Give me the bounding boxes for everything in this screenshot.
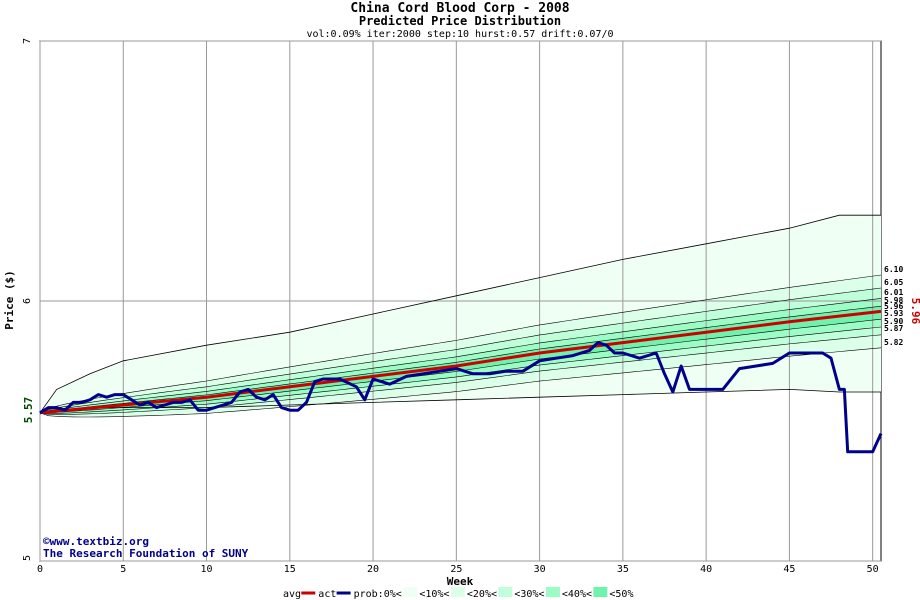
x-tick-label-10: 10: [201, 564, 213, 575]
legend-prob-label: prob:0%<: [354, 589, 402, 600]
percentile-line-7: [39, 347, 882, 418]
percentile-line-6: [39, 334, 882, 415]
x-tick-label-15: 15: [284, 564, 296, 575]
watermark-org: The Research Foundation of SUNY: [43, 547, 249, 560]
percentile-label-5.87: 5.87: [884, 324, 903, 333]
x-tick-label-0: 0: [37, 564, 43, 575]
legend-band-label-3: <40%<: [562, 589, 592, 600]
legend-band-label-2: <30%<: [514, 589, 544, 600]
x-tick-label-40: 40: [700, 564, 712, 575]
percentile-label-6.01: 6.01: [884, 288, 903, 297]
percentile-label-5.82: 5.82: [884, 338, 903, 347]
legend-band-swatch-1: [450, 587, 465, 597]
band-30: [40, 298, 881, 414]
percentile-label-5.90: 5.90: [884, 317, 903, 326]
chart-parameters: vol:0.09% iter:2000 step:10 hurst:0.57 d…: [306, 29, 613, 40]
end-average-label: 5.96: [909, 298, 920, 325]
watermark-url: ©www.textbiz.org: [43, 535, 149, 548]
y-tick-label-7: 7: [22, 38, 33, 44]
x-tick-label-5: 5: [120, 564, 126, 575]
y-tick-label-6: 6: [22, 298, 33, 304]
legend-band-label-1: <20%<: [467, 589, 497, 600]
band-20: [40, 288, 881, 415]
percentile-label-5.96: 5.96: [884, 302, 903, 311]
legend-band-label-0: <10%<: [419, 589, 449, 600]
x-tick-label-50: 50: [867, 564, 879, 575]
x-tick-label-25: 25: [450, 564, 462, 575]
x-tick-label-35: 35: [617, 564, 629, 575]
plot-area: 0 5 10 15 20 25 30 35 40 45 505676.106.056.015.985…: [22, 38, 903, 575]
percentile-line-5: [39, 326, 882, 414]
percentile-line-3: [39, 305, 882, 414]
percentile-label-6.05: 6.05: [884, 278, 903, 287]
legend-band-swatch-4: [593, 587, 608, 597]
legend-band-swatch-0: [403, 587, 418, 597]
x-tick-label-30: 30: [534, 564, 546, 575]
x-axis-label: Week: [447, 575, 474, 588]
y-axis-label: Price ($): [3, 270, 16, 330]
legend-band-swatch-3: [545, 587, 560, 597]
percentile-line-1: [39, 287, 882, 414]
band-40: [40, 306, 881, 413]
percentile-label-5.93: 5.93: [884, 309, 903, 318]
percentile-line-2: [39, 298, 882, 414]
x-tick-label-20: 20: [367, 564, 379, 575]
legend-band-swatch-2: [498, 587, 513, 597]
legend: avg act prob:0%< <10%< <20%< <30%< <40%< <50%: [283, 587, 633, 600]
series-avg-line: [39, 309, 882, 415]
x-tick-label-45: 45: [783, 564, 795, 575]
legend-avg-label: avg: [283, 589, 301, 600]
chart-title: China Cord Blood Corp - 2008: [350, 1, 569, 16]
percentile-label-6.10: 6.10: [884, 265, 903, 274]
legend-band-label-4: <50%: [609, 589, 633, 600]
chart-subtitle: Predicted Price Distribution: [359, 14, 561, 28]
percentile-line-0: [39, 274, 882, 414]
y-tick-label-5: 5: [22, 555, 33, 561]
percentile-label-5.98: 5.98: [884, 296, 903, 305]
legend-act-label: act: [318, 589, 336, 600]
envelope-upper-line: [39, 214, 881, 414]
series-act-line: [39, 341, 883, 454]
start-price-label: 5.57: [22, 397, 35, 424]
